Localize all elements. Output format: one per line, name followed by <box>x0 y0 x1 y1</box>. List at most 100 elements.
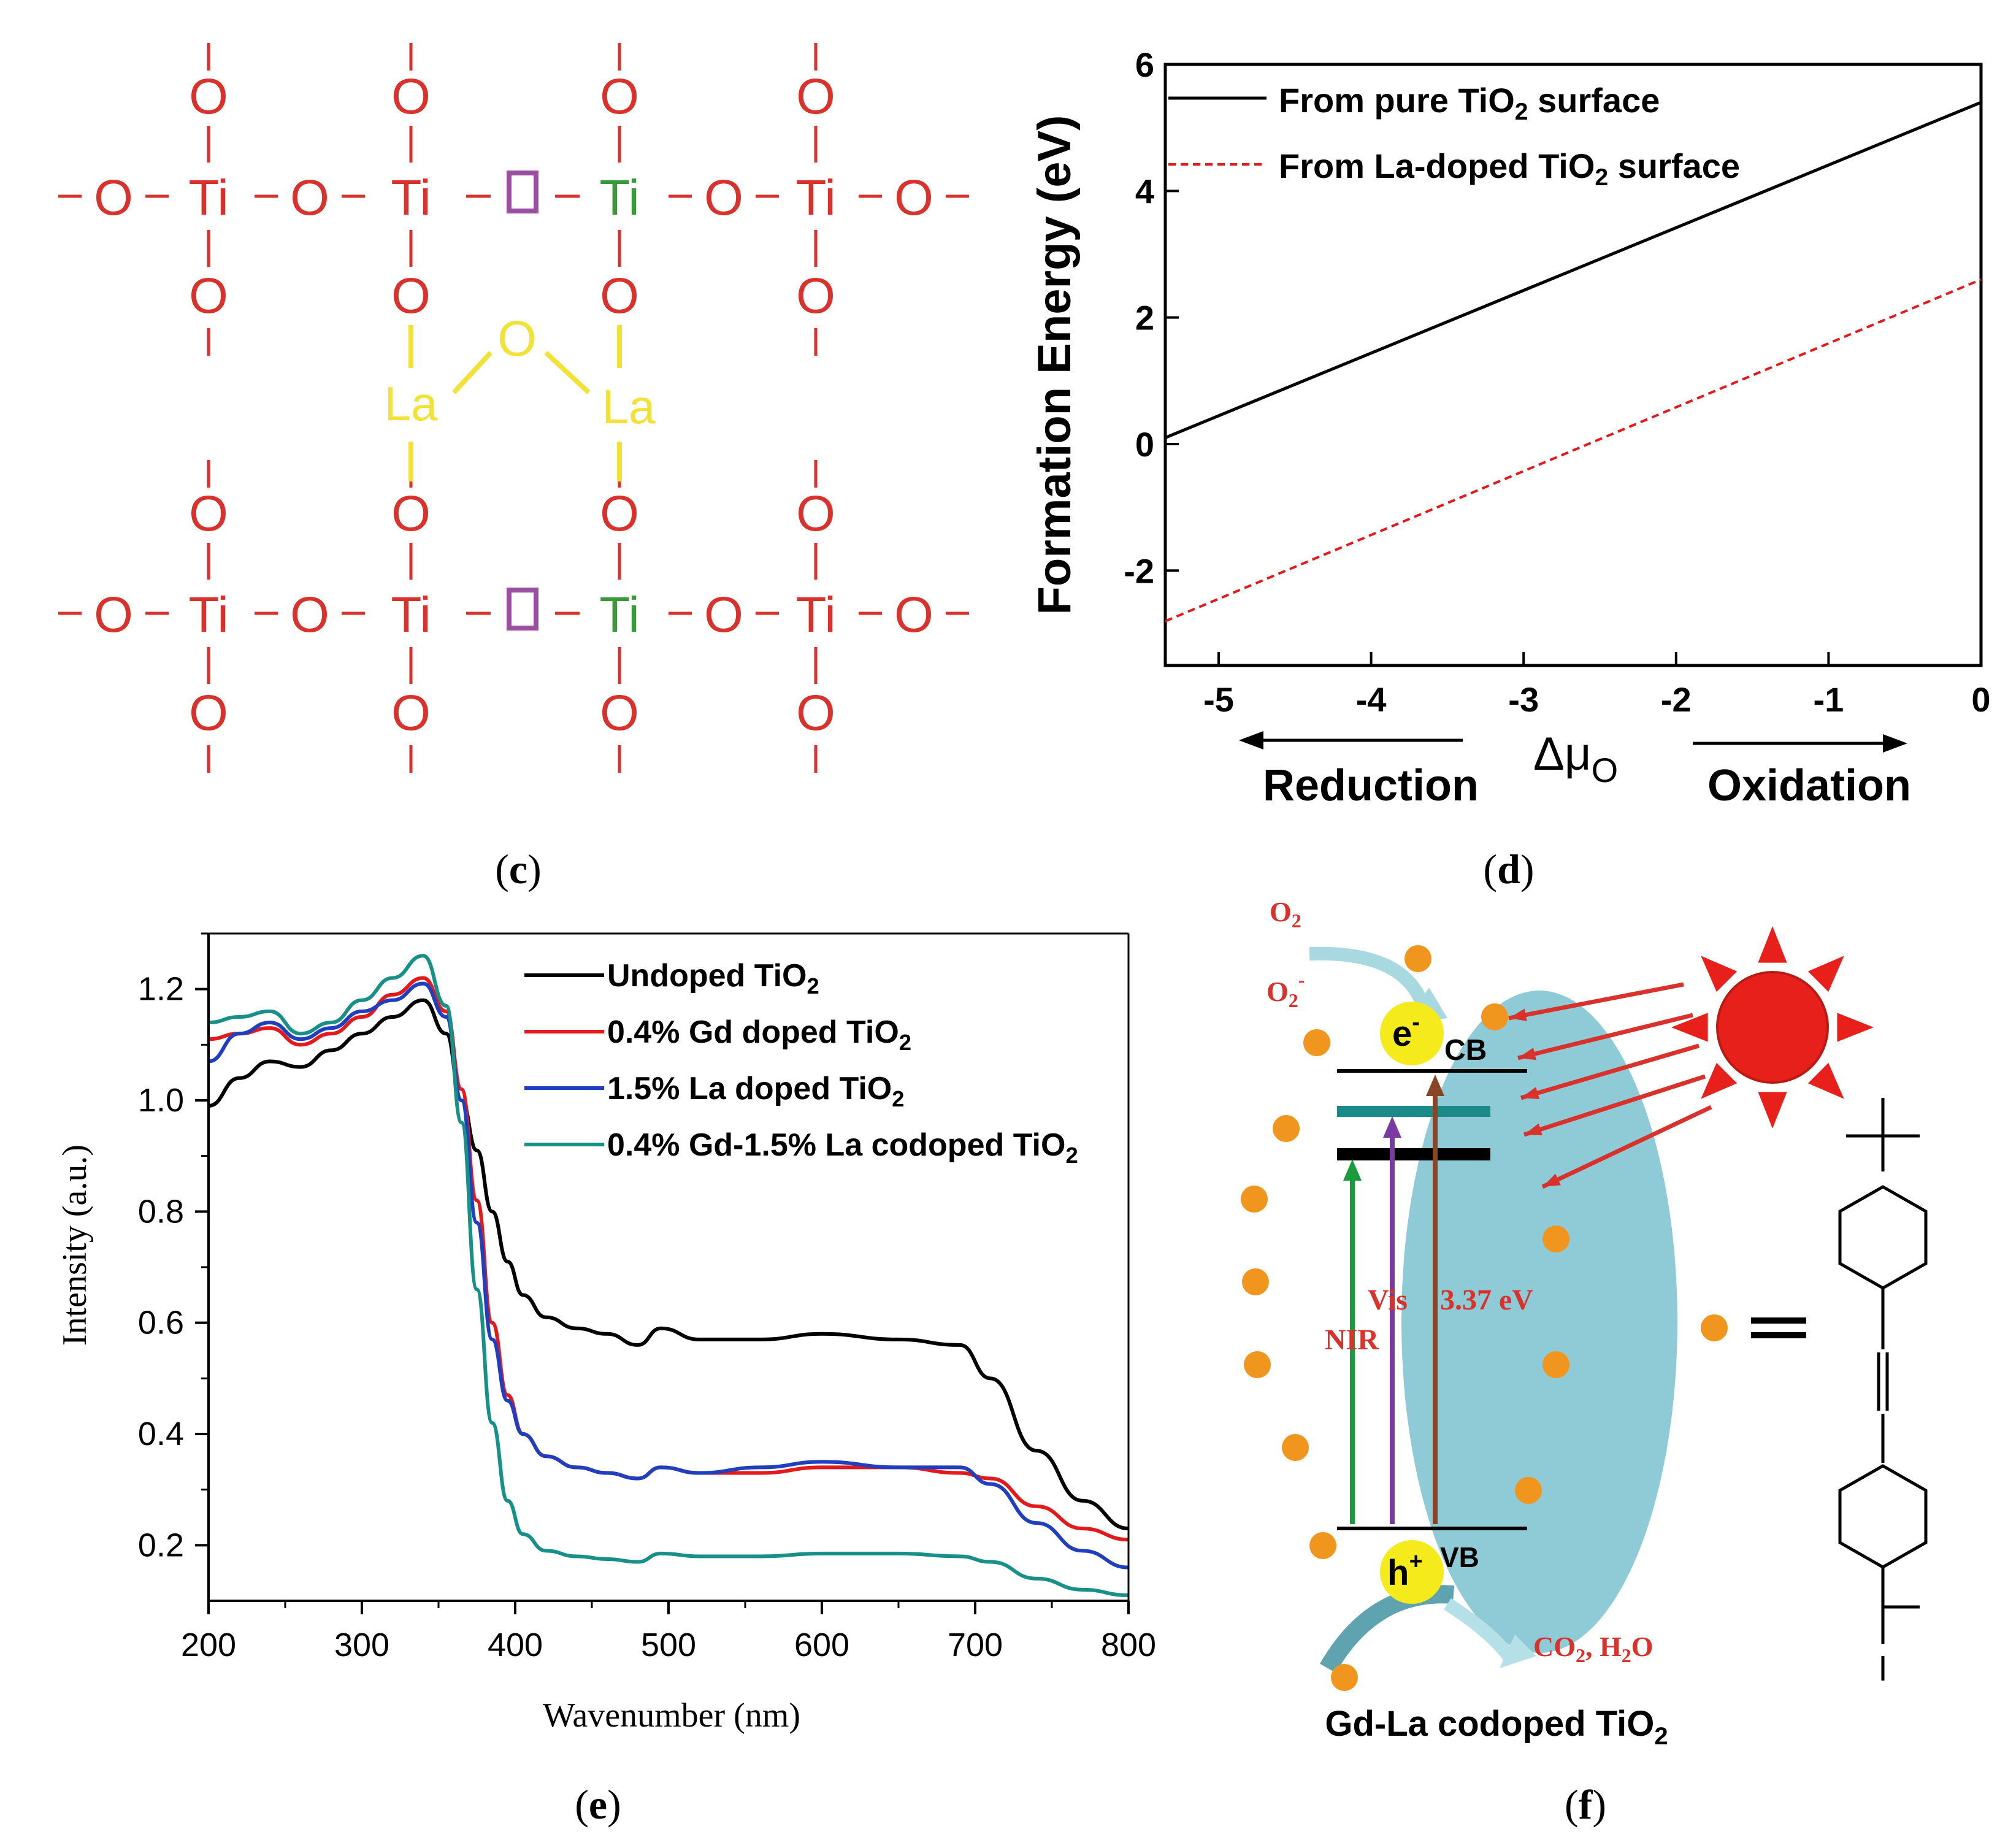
dye-dot <box>1331 1664 1358 1691</box>
x-axis-label-e: Wavenumber (nm) <box>543 1697 800 1735</box>
reduction-arrowhead <box>1239 731 1263 750</box>
oxygen-atom: O <box>189 486 228 542</box>
y-tick-label-e: 1.0 <box>138 1082 184 1119</box>
x-tick-label-e: 300 <box>334 1627 389 1663</box>
vis-arrowhead <box>1383 1116 1401 1138</box>
light-ray-arrowhead <box>1524 1123 1542 1136</box>
degradation-arrow-right <box>1444 1598 1514 1660</box>
y-tick-label-e: 0.6 <box>138 1305 184 1341</box>
oxidation-label: Oxidation <box>1707 761 1911 810</box>
x-tick-label-e: 600 <box>794 1627 849 1663</box>
cb-label: CB <box>1444 1034 1487 1067</box>
legend-label-la-doped-tio2: From La-doped TiO2 surface <box>1279 147 1740 191</box>
plot-frame-d <box>1163 63 1983 667</box>
dye-dot <box>1481 1003 1508 1030</box>
series-line-codoped <box>208 954 1129 1597</box>
panel-label-d: (d) <box>1483 846 1534 892</box>
sun-ray <box>1807 956 1844 992</box>
hole-label: h+ <box>1387 1549 1423 1593</box>
oxygen-atom: O <box>290 170 329 226</box>
y-tick-label-d: 6 <box>1135 45 1154 84</box>
degradation-arrowhead <box>1500 1635 1536 1668</box>
dye-dot <box>1309 1532 1336 1559</box>
dye-dot <box>1244 1351 1271 1378</box>
lanthanum-atom: La <box>385 377 438 431</box>
titanium-atom: Ti <box>391 587 431 643</box>
oxygen-atom: O <box>796 685 835 741</box>
oxygen-atom: O <box>796 486 835 542</box>
equals-sign-top <box>1751 1317 1806 1324</box>
series-group-e <box>208 954 1129 1597</box>
dye-molecule-structure <box>1838 1098 1928 1681</box>
nir-arrowhead <box>1343 1159 1362 1181</box>
la-bond <box>544 351 591 394</box>
series-group-d <box>1165 101 1982 623</box>
x-tick-label-d: -1 <box>1814 680 1844 719</box>
sun-ray <box>1671 1013 1708 1042</box>
sun-icon <box>1671 926 1874 1129</box>
light-rays <box>1508 982 1712 1189</box>
light-ray-arrowhead <box>1518 1048 1536 1060</box>
oxygen-atom: O <box>894 170 933 226</box>
titanium-atom: Ti <box>391 170 431 226</box>
oxygen-atom: O <box>391 268 431 324</box>
oxygen-atom: O <box>704 170 743 226</box>
dye-dot <box>1542 1225 1569 1252</box>
panel-f-photocatalysis-schematic: O2 O2- CO2, H2O Vis NIR 3.37 eV e- CB h+… <box>1241 896 1928 1750</box>
titanium-atom: Ti <box>188 587 228 643</box>
equals-sign-bottom <box>1751 1332 1806 1338</box>
titanium-atom: Ti <box>795 170 835 226</box>
light-ray <box>1508 982 1684 1021</box>
x-tick-label-e: 700 <box>948 1627 1003 1663</box>
dye-dot <box>1515 1477 1542 1504</box>
x-tick-label-d: -2 <box>1661 680 1692 719</box>
oxygen-arrow <box>1309 946 1430 1008</box>
products-label: CO2, H2O <box>1533 1631 1654 1666</box>
x-tick-label-e: 800 <box>1101 1627 1156 1663</box>
x-tick-label-e: 500 <box>641 1627 696 1663</box>
legend-codoped-label: 0.4% Gd-1.5% La codoped TiO2 <box>607 1127 1078 1168</box>
y-tick-label-d: 4 <box>1135 172 1154 210</box>
y-tick-label-e: 0.2 <box>138 1527 184 1563</box>
light-ray-arrowhead <box>1521 1087 1539 1099</box>
y-tick-label-d: -2 <box>1124 551 1154 590</box>
titanium-atom: Ti <box>795 587 835 643</box>
bridging-oxygen-atom: O <box>497 311 537 367</box>
doped-titanium-atom: Ti <box>599 587 639 643</box>
y-tick-label-e: 1.2 <box>138 971 184 1008</box>
oxidation-arrowhead <box>1883 734 1907 753</box>
lanthanum-atom: La <box>602 380 656 434</box>
legend-label-pure-tio2: From pure TiO2 surface <box>1279 81 1660 125</box>
sun-ray <box>1701 1062 1738 1099</box>
oxygen-atom: O <box>600 685 639 741</box>
series-line-la-doped-tio2 <box>1165 278 1982 623</box>
light-ray <box>1523 1074 1706 1137</box>
x-tick-label-d: 0 <box>1971 680 1990 719</box>
legend-e: Undoped TiO2 0.4% Gd doped TiO2 1.5% La do… <box>524 958 1078 1168</box>
oxygen-atom: O <box>600 268 639 324</box>
series-line-gd-doped <box>208 976 1129 1542</box>
vis-label: Vis <box>1368 1284 1408 1316</box>
legend-undoped-label: Undoped TiO2 <box>607 958 819 999</box>
la-bond <box>452 351 492 394</box>
panel-label-c: (c) <box>495 846 542 892</box>
light-ray <box>1520 1043 1700 1100</box>
hole-circle <box>1380 1540 1444 1604</box>
oxygen-atom: O <box>391 486 431 542</box>
oxygen-atom: O <box>189 69 228 125</box>
oxygen-vacancy-bottom <box>507 588 538 631</box>
vb-label: VB <box>1440 1541 1479 1573</box>
y-tick-label-d: 0 <box>1135 425 1154 464</box>
oxygen-atom: O <box>290 587 329 643</box>
bandgap-label: 3.37 eV <box>1440 1284 1533 1316</box>
doped-titanium-atom: Ti <box>599 170 639 226</box>
superoxide-label: O2- <box>1266 968 1305 1011</box>
bandgap-arrowhead <box>1426 1075 1444 1096</box>
series-line-pure-tio2 <box>1165 101 1982 439</box>
panel-e-intensity-chart: 200 300 400 500 600 700 8000.20.40.60.81.01.2 … <box>56 932 1156 1735</box>
reduction-label: Reduction <box>1263 761 1479 810</box>
o2-label: O2 <box>1270 896 1301 932</box>
oxygen-atom: O <box>704 587 743 643</box>
